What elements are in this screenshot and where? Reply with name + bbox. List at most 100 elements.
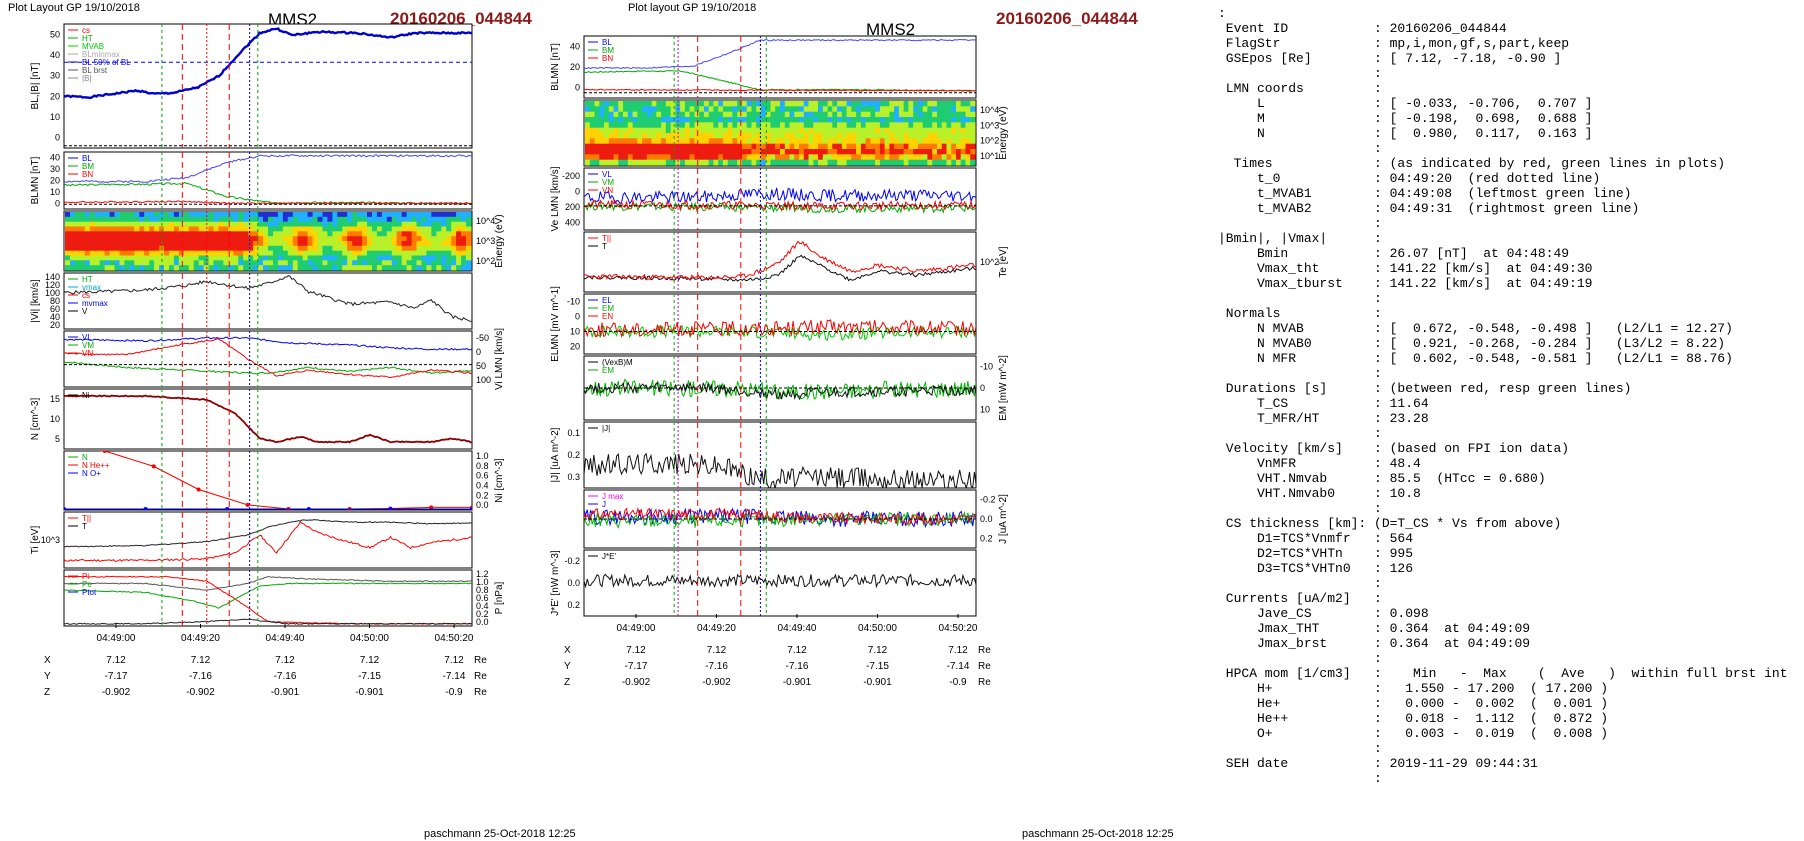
- spectrogram-cell: [99, 250, 106, 257]
- spectrogram-cell: [213, 241, 220, 247]
- spectrogram-cell: [357, 216, 363, 223]
- spectrogram-cell: [770, 117, 776, 123]
- spectrogram-cell: [436, 250, 442, 257]
- y-axis-label: J [uA m^-2]: [998, 494, 1009, 544]
- spectrogram-cell: [381, 236, 388, 242]
- spectrogram-cell: [599, 149, 605, 155]
- spectrogram-cell: [870, 127, 876, 134]
- spectrogram-cell: [461, 260, 467, 266]
- spectrogram-cell: [770, 133, 776, 139]
- spectrogram-cell: [223, 245, 229, 252]
- spectrogram-cell: [684, 149, 691, 155]
- spectrogram-cell: [84, 216, 91, 223]
- spectrogram-cell: [623, 101, 629, 107]
- spectrogram-cell: [670, 149, 676, 155]
- spectrogram-cell: [109, 265, 116, 271]
- spectrogram-cell: [956, 149, 962, 155]
- spectrogram-cell: [960, 159, 967, 166]
- spectrogram-cell: [780, 106, 786, 113]
- y-tick-label: 10^3: [41, 535, 60, 545]
- spectrogram-cell: [680, 133, 686, 139]
- spectrogram-cell: [357, 231, 363, 237]
- spectrogram-cell: [248, 250, 254, 257]
- spectrogram-cell: [765, 127, 772, 134]
- y-tick-label: 10^2: [980, 257, 999, 267]
- spectrogram-cell: [875, 117, 881, 123]
- spectrogram-cell: [347, 236, 353, 242]
- spectrogram-cell: [213, 250, 220, 257]
- spectrogram-cell: [737, 143, 743, 150]
- series-line-bn: [584, 88, 976, 92]
- spectrogram-cell: [613, 101, 619, 107]
- x-tick-label: 04:50:20: [939, 623, 978, 634]
- spectrogram-cell: [277, 236, 284, 242]
- panel-frame: [63, 23, 473, 149]
- spectrogram-cell: [70, 245, 76, 252]
- spectrogram-cell: [860, 111, 867, 118]
- spectrogram-cell: [708, 117, 715, 123]
- y-tick-label: 0: [476, 347, 481, 357]
- spectrogram-cell: [951, 138, 957, 145]
- spectrogram-cell: [689, 117, 695, 123]
- spectrogram-cell: [699, 101, 705, 107]
- spectrogram-cell: [765, 133, 772, 139]
- spectrogram-cell: [297, 260, 304, 266]
- spectrogram-cell: [965, 143, 971, 150]
- summary-line: Currents [uA/m2] :: [1218, 591, 1382, 606]
- spectrogram-cell: [466, 265, 472, 271]
- spectrogram-cell: [292, 255, 299, 261]
- spectrogram-cell: [803, 133, 810, 139]
- spectrogram-cell: [431, 241, 437, 247]
- series-line-ni: [64, 394, 472, 444]
- spectrogram-cell: [970, 159, 976, 166]
- spectrogram-cell: [406, 245, 413, 252]
- spectrogram-cell: [827, 143, 833, 150]
- spectrogram-cell: [352, 241, 358, 247]
- spectrogram-cell: [770, 149, 776, 155]
- spectrogram-cell: [436, 260, 442, 266]
- spectrogram-cell: [79, 221, 86, 228]
- spectrogram-cell: [761, 133, 767, 139]
- spectrogram-cell: [94, 236, 101, 242]
- spectrogram-cell: [841, 143, 848, 150]
- spectrogram-cell: [139, 221, 145, 228]
- spectrogram-cell: [307, 250, 314, 257]
- spectrogram-cell: [937, 138, 943, 145]
- summary-line: HPCA mom [1/cm3] : Min - Max ( Ave ) wit…: [1218, 666, 1788, 681]
- spectrogram-cell: [775, 106, 781, 113]
- spectrogram-cell: [238, 226, 244, 232]
- spectrogram-cell: [193, 265, 200, 271]
- spectrogram-cell: [632, 106, 638, 113]
- spectrogram-cell: [775, 122, 781, 129]
- series-group-M5: [584, 319, 976, 342]
- spectrogram-cell: [203, 231, 210, 237]
- spectrogram-cell: [589, 149, 596, 155]
- spectrogram-cell: [903, 154, 910, 161]
- summary-line: :: [1218, 576, 1382, 591]
- spectrogram-cell: [104, 241, 111, 247]
- spectrogram-cell: [932, 111, 938, 118]
- series-line-v: [64, 275, 472, 322]
- spectrogram-cell: [851, 143, 857, 150]
- spectrogram-cell: [386, 245, 393, 252]
- spectrogram-cell: [431, 260, 437, 266]
- spectrogram-cell: [84, 250, 91, 257]
- spectrogram-cell: [699, 106, 705, 113]
- series-line-pe: [64, 582, 472, 609]
- spectrogram-cell: [646, 101, 653, 107]
- spectrogram-cell: [99, 245, 106, 252]
- spectrogram-cell: [970, 127, 976, 134]
- mid-spacecraft-title: MMS2: [866, 20, 916, 39]
- spectrogram-cell: [372, 231, 378, 237]
- spectrogram-cell: [268, 226, 274, 232]
- spectrogram-cell: [391, 212, 398, 218]
- spectrogram-cell: [665, 117, 672, 123]
- spectrogram-cell: [277, 212, 284, 218]
- spectrogram-cell: [451, 255, 457, 261]
- x-tick-label: 04:50:00: [858, 623, 897, 634]
- spectrogram-cell: [198, 260, 205, 266]
- spectrogram-cell: [789, 106, 795, 113]
- spectrogram-cell: [376, 260, 383, 266]
- spectrogram-cell: [927, 138, 933, 145]
- spectrogram-cell: [317, 231, 324, 237]
